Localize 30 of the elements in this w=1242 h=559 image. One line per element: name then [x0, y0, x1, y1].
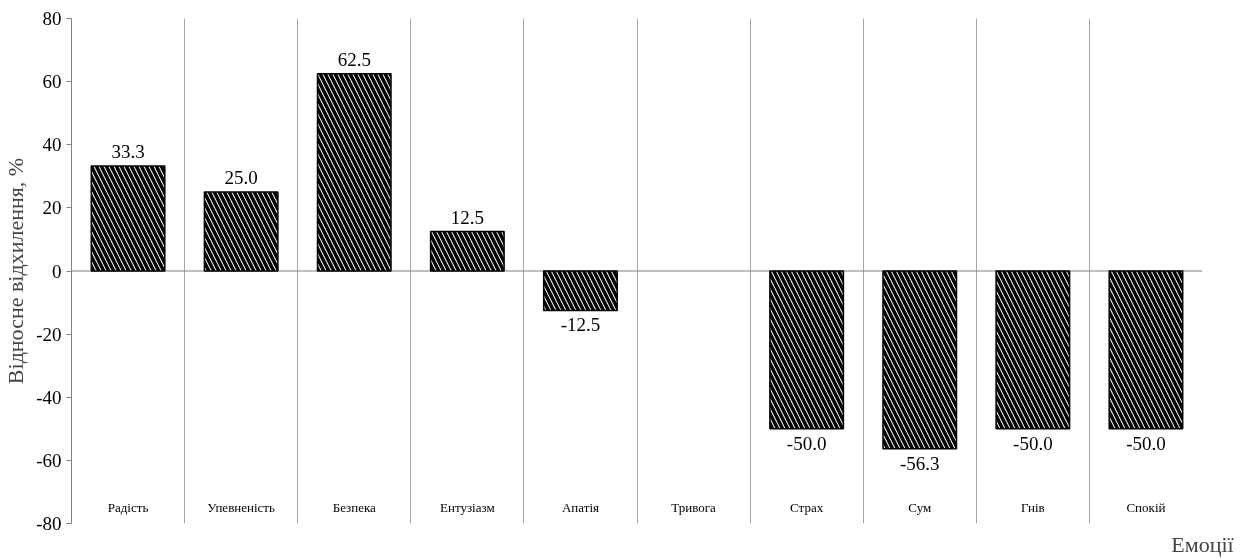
x-tick-label: Гнів	[1020, 499, 1045, 515]
y-tick-label: -20	[36, 323, 62, 345]
x-tick-label: Ентузіазм	[440, 499, 495, 515]
data-label: 12.5	[450, 206, 484, 228]
y-tick-label: 0	[52, 260, 62, 282]
data-label: 62.5	[337, 48, 371, 70]
x-tick-label: Упевненість	[207, 499, 276, 515]
data-label: -50.0	[1013, 432, 1053, 454]
x-tick-label: Безпека	[332, 499, 377, 515]
y-tick-label: -40	[36, 386, 62, 408]
x-tick-label: Страх	[790, 499, 824, 515]
data-label: -12.5	[560, 314, 601, 336]
y-tick-label: 40	[42, 134, 62, 156]
y-tick-label: 60	[42, 71, 62, 93]
y-tick-label: 20	[42, 197, 62, 219]
x-axis-title: Емоції	[1171, 531, 1235, 557]
x-tick-label: Апатія	[561, 499, 599, 515]
y-tick-label: -60	[36, 449, 62, 471]
data-label: -50.0	[1126, 432, 1166, 454]
x-tick-label: Тривога	[671, 499, 717, 515]
x-tick-label: Сум	[908, 499, 932, 515]
y-axis-title: Відносне відхилення, %	[3, 157, 29, 385]
y-tick-label: -80	[36, 513, 62, 534]
data-label: 25.0	[224, 167, 258, 189]
data-label: 33.3	[111, 140, 145, 162]
x-tick-label: Спокій	[1126, 499, 1166, 515]
y-tick-label: 80	[42, 8, 62, 29]
data-label: -50.0	[786, 432, 827, 454]
data-label: -56.3	[899, 452, 940, 474]
x-tick-label: Радість	[107, 499, 149, 515]
